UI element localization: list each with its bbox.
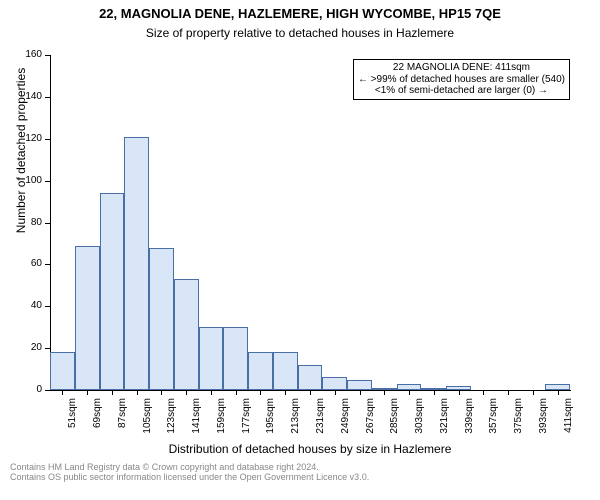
- y-tick-label: 20: [0, 342, 42, 353]
- histogram-bar: [100, 193, 125, 390]
- x-tick: [137, 390, 138, 395]
- y-tick: [45, 390, 50, 391]
- footer-text: Contains HM Land Registry data © Crown c…: [10, 462, 369, 482]
- x-tick: [459, 390, 460, 395]
- x-tick-label: 141sqm: [191, 398, 202, 448]
- x-tick: [112, 390, 113, 395]
- x-tick-label: 87sqm: [117, 398, 128, 448]
- x-tick-label: 303sqm: [414, 398, 425, 448]
- chart-title-line2: Size of property relative to detached ho…: [0, 26, 600, 40]
- histogram-bar: [124, 137, 149, 390]
- annotation-line2: ← >99% of detached houses are smaller (5…: [358, 74, 565, 86]
- histogram-bar: [248, 352, 273, 390]
- histogram-bar: [75, 246, 100, 390]
- histogram-bar: [50, 352, 75, 390]
- x-tick-label: 249sqm: [340, 398, 351, 448]
- y-tick: [45, 264, 50, 265]
- annotation-box: 22 MAGNOLIA DENE: 411sqm ← >99% of detac…: [353, 59, 570, 100]
- x-tick: [483, 390, 484, 395]
- histogram-bar: [273, 352, 298, 390]
- x-tick-label: 69sqm: [92, 398, 103, 448]
- histogram-bar: [322, 377, 347, 390]
- x-tick-label: 123sqm: [166, 398, 177, 448]
- x-tick: [310, 390, 311, 395]
- x-tick-label: 339sqm: [464, 398, 475, 448]
- x-tick-label: 375sqm: [513, 398, 524, 448]
- x-tick-label: 267sqm: [365, 398, 376, 448]
- y-tick: [45, 306, 50, 307]
- x-tick-label: 51sqm: [67, 398, 78, 448]
- histogram-bar: [223, 327, 248, 390]
- x-tick-label: 195sqm: [265, 398, 276, 448]
- x-tick: [87, 390, 88, 395]
- x-tick-label: 177sqm: [241, 398, 252, 448]
- x-tick-label: 285sqm: [389, 398, 400, 448]
- y-tick-label: 160: [0, 49, 42, 60]
- x-tick-label: 321sqm: [439, 398, 450, 448]
- y-tick-label: 100: [0, 175, 42, 186]
- y-tick: [45, 181, 50, 182]
- y-tick: [45, 139, 50, 140]
- x-tick: [360, 390, 361, 395]
- x-tick: [533, 390, 534, 395]
- footer-line1: Contains HM Land Registry data © Crown c…: [10, 462, 369, 472]
- x-tick: [62, 390, 63, 395]
- histogram-bar: [397, 384, 422, 390]
- histogram-bar: [372, 388, 397, 390]
- histogram-bar: [174, 279, 199, 390]
- y-tick-label: 0: [0, 384, 42, 395]
- histogram-bar: [199, 327, 224, 390]
- x-tick: [434, 390, 435, 395]
- histogram-bar: [545, 384, 570, 390]
- x-tick: [161, 390, 162, 395]
- x-tick: [186, 390, 187, 395]
- y-tick-label: 80: [0, 217, 42, 228]
- x-tick-label: 411sqm: [563, 398, 574, 448]
- x-tick: [236, 390, 237, 395]
- y-tick: [45, 97, 50, 98]
- y-tick: [45, 223, 50, 224]
- histogram-bar: [347, 380, 372, 390]
- x-tick: [409, 390, 410, 395]
- y-tick: [45, 55, 50, 56]
- x-tick-label: 357sqm: [488, 398, 499, 448]
- x-tick: [384, 390, 385, 395]
- x-tick-label: 231sqm: [315, 398, 326, 448]
- x-tick: [211, 390, 212, 395]
- y-tick-label: 40: [0, 300, 42, 311]
- chart-title-line1: 22, MAGNOLIA DENE, HAZLEMERE, HIGH WYCOM…: [0, 6, 600, 21]
- x-tick: [335, 390, 336, 395]
- histogram-bar: [149, 248, 174, 390]
- histogram-bar: [298, 365, 323, 390]
- x-tick: [260, 390, 261, 395]
- chart-container: 22, MAGNOLIA DENE, HAZLEMERE, HIGH WYCOM…: [0, 0, 600, 500]
- footer-line2: Contains OS public sector information li…: [10, 472, 369, 482]
- histogram-bar: [446, 386, 471, 390]
- y-axis-label: Number of detached properties: [14, 0, 28, 318]
- x-tick-label: 159sqm: [216, 398, 227, 448]
- annotation-line3: <1% of semi-detached are larger (0) →: [358, 85, 565, 97]
- y-tick-label: 120: [0, 133, 42, 144]
- y-tick-label: 140: [0, 91, 42, 102]
- x-tick-label: 393sqm: [538, 398, 549, 448]
- histogram-bar: [421, 388, 446, 390]
- y-tick: [45, 348, 50, 349]
- x-tick: [558, 390, 559, 395]
- annotation-line1: 22 MAGNOLIA DENE: 411sqm: [358, 62, 565, 74]
- x-tick-label: 105sqm: [142, 398, 153, 448]
- y-tick-label: 60: [0, 258, 42, 269]
- x-tick: [285, 390, 286, 395]
- x-tick-label: 213sqm: [290, 398, 301, 448]
- x-tick: [508, 390, 509, 395]
